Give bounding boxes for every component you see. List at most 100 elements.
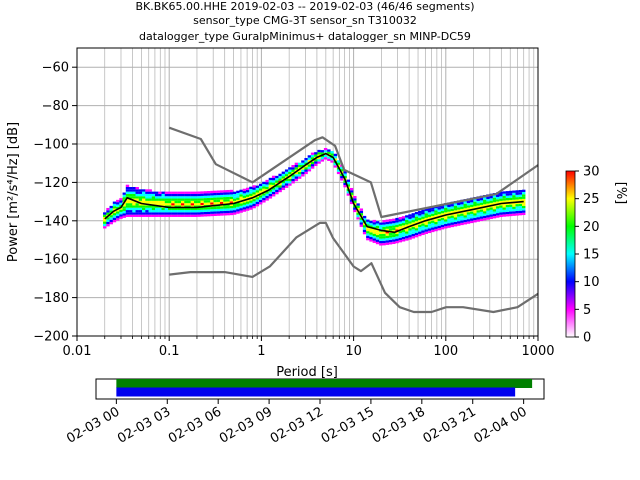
density-cell xyxy=(229,203,234,206)
density-cell xyxy=(171,214,175,217)
density-cell xyxy=(372,238,377,241)
density-cell xyxy=(164,207,169,211)
density-cell xyxy=(483,204,487,207)
density-cell xyxy=(245,203,250,207)
density-cell xyxy=(307,155,312,158)
density-cell xyxy=(132,193,136,197)
density-cell xyxy=(359,213,364,216)
density-cell xyxy=(197,193,201,197)
density-cell xyxy=(408,232,412,236)
density-cell xyxy=(164,210,169,213)
density-cell xyxy=(427,223,432,227)
density-cell xyxy=(473,203,477,207)
density-cell xyxy=(515,208,519,211)
density-cell xyxy=(116,206,120,210)
density-cell xyxy=(229,205,234,209)
density-cell xyxy=(168,200,172,204)
density-cell xyxy=(450,208,454,212)
density-cell xyxy=(187,193,191,197)
density-cell xyxy=(125,187,130,190)
density-cell xyxy=(411,215,415,218)
density-cell xyxy=(291,181,295,184)
density-cell xyxy=(522,198,526,202)
density-cell xyxy=(245,187,250,191)
density-cell xyxy=(245,192,250,195)
density-cell xyxy=(122,210,126,214)
density-cell xyxy=(206,193,211,196)
density-cell xyxy=(148,210,152,213)
density-cell xyxy=(463,203,467,207)
density-cell xyxy=(421,212,425,215)
density-cell xyxy=(252,187,256,190)
density-cell xyxy=(323,150,328,153)
density-cell xyxy=(190,191,195,194)
density-cell xyxy=(206,207,211,210)
density-cell xyxy=(372,233,377,237)
density-cell xyxy=(184,203,188,206)
density-cell xyxy=(255,204,260,207)
density-cell xyxy=(206,195,211,198)
density-cell xyxy=(314,154,318,157)
density-cell xyxy=(492,216,497,219)
density-cell xyxy=(466,205,471,208)
timeline-tick-label: 02-03 21 xyxy=(421,404,479,446)
density-cell xyxy=(155,214,159,217)
density-cell xyxy=(483,208,487,212)
density-cell xyxy=(450,211,454,214)
psd-plot-area: 0.01 0.1 1 10 100 1000 −200 −180 −160 −140 −120 −1… xyxy=(6,47,555,380)
density-cell xyxy=(109,221,113,225)
density-cell xyxy=(138,203,143,206)
density-cell xyxy=(122,208,126,211)
colorbar-label: [%] xyxy=(613,182,628,205)
density-cell xyxy=(440,217,445,221)
density-cell xyxy=(197,212,201,215)
density-cell xyxy=(392,237,396,240)
density-cell xyxy=(392,239,396,242)
density-cell xyxy=(138,198,143,201)
density-cell xyxy=(301,174,305,177)
density-cell xyxy=(450,206,454,209)
density-cell xyxy=(336,162,341,165)
new-low-noise-model-line xyxy=(169,221,539,314)
density-cell xyxy=(421,216,425,219)
density-cell xyxy=(483,211,487,214)
density-cell xyxy=(236,204,240,207)
density-cell xyxy=(512,199,516,203)
density-cell xyxy=(281,176,286,179)
density-cell xyxy=(388,228,393,231)
density-cell xyxy=(366,237,370,241)
density-cell xyxy=(116,199,120,203)
density-cell xyxy=(466,216,471,220)
density-cell xyxy=(275,187,279,190)
density-cell xyxy=(336,169,341,172)
density-cell xyxy=(252,205,256,209)
density-cell xyxy=(161,210,165,213)
density-cell xyxy=(142,200,146,204)
density-cell xyxy=(216,197,221,200)
density-cell xyxy=(297,169,302,172)
density-cell xyxy=(284,185,289,188)
density-cell xyxy=(210,197,214,201)
density-cell xyxy=(219,197,224,200)
density-cell xyxy=(401,223,406,226)
density-cell xyxy=(414,218,419,222)
density-cell xyxy=(184,214,188,217)
density-cell xyxy=(483,201,487,205)
density-cell xyxy=(392,227,396,231)
density-cell xyxy=(197,214,201,217)
density-cell xyxy=(424,231,428,234)
density-cell xyxy=(200,214,204,217)
density-cell xyxy=(398,217,403,220)
density-cell xyxy=(288,181,292,184)
density-cell xyxy=(265,182,269,185)
density-cell xyxy=(203,193,208,196)
density-cell xyxy=(382,220,386,223)
density-cell xyxy=(489,216,493,220)
density-cell xyxy=(375,232,380,236)
density-cell xyxy=(492,197,497,200)
density-cell xyxy=(450,224,454,228)
density-cell xyxy=(424,213,428,216)
density-cell xyxy=(444,216,448,220)
density-cell xyxy=(236,197,240,200)
density-cell xyxy=(505,191,510,194)
